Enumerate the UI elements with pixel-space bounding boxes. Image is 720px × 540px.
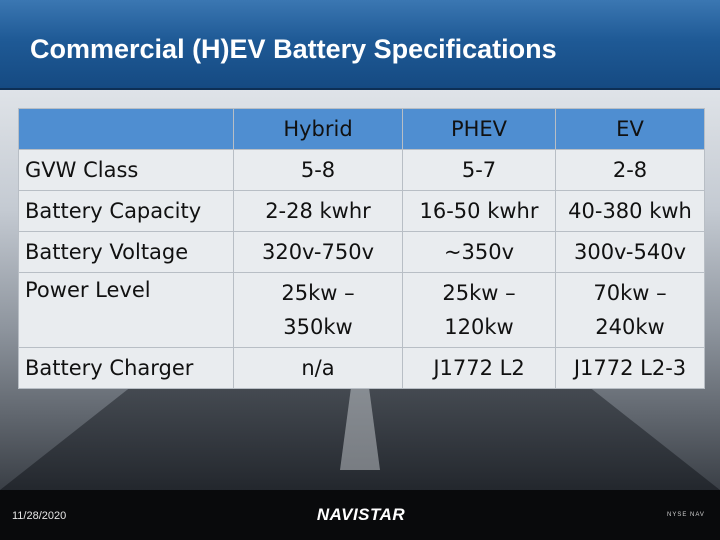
table-header-row: Hybrid PHEV EV	[18, 108, 705, 150]
ev-cell: 2-8	[555, 149, 705, 191]
table-row: Battery Voltage 320v-750v ~350v 300v-540…	[18, 231, 705, 273]
navistar-logo: NAVISTAR	[317, 505, 406, 524]
ev-cell: J1772 L2-3	[555, 347, 705, 389]
phev-cell: 25kw – 120kw	[402, 272, 556, 348]
ev-line-2: 240kw	[595, 315, 665, 339]
row-label: Power Level	[18, 272, 234, 348]
table-row: Battery Capacity 2-28 kwhr 16-50 kwhr 40…	[18, 190, 705, 232]
hybrid-cell: n/a	[233, 347, 403, 389]
ev-line-1: 70kw –	[593, 281, 667, 305]
ev-cell: 40-380 kwh	[555, 190, 705, 232]
row-label: Battery Voltage	[18, 231, 234, 273]
table-row: Power Level 25kw – 350kw 25kw – 120kw 70…	[18, 272, 705, 348]
phev-line-1: 25kw –	[442, 281, 516, 305]
hybrid-cell: 25kw – 350kw	[233, 272, 403, 348]
hybrid-cell: 2-28 kwhr	[233, 190, 403, 232]
phev-cell: J1772 L2	[402, 347, 556, 389]
row-label: Battery Capacity	[18, 190, 234, 232]
table-header-ev: EV	[555, 108, 705, 150]
footer-date: 11/28/2020	[12, 510, 67, 522]
svg-text:NAVISTAR: NAVISTAR	[317, 505, 406, 524]
slide-header: Commercial (H)EV Battery Specifications	[0, 0, 720, 90]
battery-spec-table: Hybrid PHEV EV GVW Class 5-8 5-7 2-8 Bat…	[18, 108, 705, 389]
row-label-text: Power Level	[25, 278, 151, 302]
ev-cell: 70kw – 240kw	[555, 272, 705, 348]
slide-footer: 11/28/2020 NAVISTAR NYSE NAV	[0, 490, 720, 540]
row-label: Battery Charger	[18, 347, 234, 389]
table-header-blank	[18, 108, 234, 150]
row-label: GVW Class	[18, 149, 234, 191]
hybrid-cell: 320v-750v	[233, 231, 403, 273]
hybrid-line-2: 350kw	[283, 315, 353, 339]
phev-cell: 16-50 kwhr	[402, 190, 556, 232]
phev-cell: 5-7	[402, 149, 556, 191]
table-header-hybrid: Hybrid	[233, 108, 403, 150]
table-row: Battery Charger n/a J1772 L2 J1772 L2-3	[18, 347, 705, 389]
table-row: GVW Class 5-8 5-7 2-8	[18, 149, 705, 191]
phev-line-2: 120kw	[444, 315, 514, 339]
slide-title: Commercial (H)EV Battery Specifications	[30, 34, 557, 64]
hybrid-cell: 5-8	[233, 149, 403, 191]
ev-cell: 300v-540v	[555, 231, 705, 273]
table-header-phev: PHEV	[402, 108, 556, 150]
hybrid-line-1: 25kw –	[281, 281, 355, 305]
exchange-label: NYSE NAV	[667, 512, 705, 518]
phev-cell: ~350v	[402, 231, 556, 273]
